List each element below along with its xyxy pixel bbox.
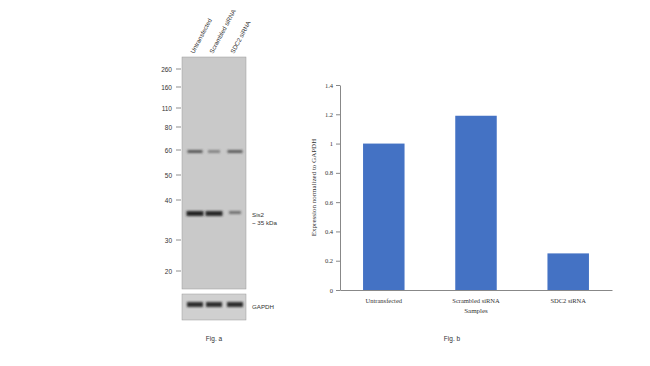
tick-label: 0.2 bbox=[325, 257, 333, 264]
band bbox=[227, 302, 243, 307]
axis-line bbox=[340, 86, 341, 291]
y-axis-title: Expression normalized to GAPDH bbox=[310, 139, 318, 236]
marker-label: 60 bbox=[165, 147, 173, 154]
band bbox=[187, 302, 203, 307]
tick-label: 1.2 bbox=[325, 111, 333, 118]
marker-label: 30 bbox=[165, 237, 173, 244]
bar bbox=[547, 253, 588, 290]
bar-chart: 0 0.2 0.4 0.6 0.8 1 1.2 1.4 Untransfected Scrambl… bbox=[310, 82, 613, 343]
bar bbox=[363, 144, 404, 290]
tick: 0.8 bbox=[325, 169, 340, 176]
x-axis-title: Samples bbox=[464, 307, 488, 315]
band bbox=[187, 211, 204, 216]
loading-control-label: GAPDH bbox=[252, 303, 274, 310]
marker-label: 260 bbox=[161, 66, 172, 73]
marker-tick bbox=[176, 200, 181, 201]
axis-line bbox=[341, 290, 613, 291]
tick-label: SDC2 siRNA bbox=[550, 297, 586, 304]
tick: 1.4 bbox=[325, 82, 340, 89]
tick: 0 bbox=[330, 287, 340, 294]
band bbox=[208, 150, 220, 153]
marker-tick bbox=[176, 150, 181, 151]
marker-label: 80 bbox=[165, 124, 173, 131]
marker-label: 20 bbox=[165, 268, 173, 275]
marker-label: 160 bbox=[161, 84, 172, 91]
band bbox=[206, 211, 223, 216]
tick: 1.2 bbox=[325, 111, 340, 118]
marker-tick bbox=[176, 271, 181, 272]
tick: SDC2 siRNA bbox=[550, 290, 586, 304]
tick-label: 1 bbox=[330, 140, 333, 147]
band bbox=[228, 150, 243, 153]
lane-label: SDC2 siRNA bbox=[229, 19, 252, 55]
band bbox=[206, 302, 222, 307]
tick-label: Untransfected bbox=[366, 297, 403, 304]
band bbox=[188, 150, 203, 153]
marker-label: 50 bbox=[165, 172, 173, 179]
tick-label: 0 bbox=[330, 287, 333, 294]
x-axis: Untransfected Scrambled siRNA SDC2 siRNA bbox=[341, 290, 613, 304]
tick-label: 0.8 bbox=[325, 169, 333, 176]
caption: Fig. a bbox=[206, 335, 223, 343]
marker-tick bbox=[176, 69, 181, 70]
tick: Scrambled siRNA bbox=[452, 290, 500, 304]
tick: 1 bbox=[330, 140, 340, 147]
tick-mark bbox=[336, 202, 340, 203]
band bbox=[229, 211, 241, 214]
marker-tick bbox=[176, 127, 181, 128]
tick-mark bbox=[336, 261, 340, 262]
tick-label: 1.4 bbox=[325, 82, 334, 89]
marker-label: 110 bbox=[162, 105, 173, 112]
tick-label: 0.4 bbox=[325, 228, 334, 235]
tick-label: 0.6 bbox=[325, 199, 334, 206]
gel bbox=[182, 294, 246, 320]
tick: 0.2 bbox=[325, 257, 340, 264]
tick-mark bbox=[336, 173, 340, 174]
band-label: ~ 35 kDa bbox=[252, 219, 277, 226]
tick: 0.6 bbox=[325, 199, 340, 206]
tick-mark bbox=[336, 85, 340, 86]
marker-tick bbox=[176, 87, 181, 88]
tick-label: Scrambled siRNA bbox=[452, 297, 500, 304]
blot-panel: 260160110806050403020UntransfectedScramb… bbox=[161, 7, 277, 343]
marker-tick bbox=[176, 108, 181, 109]
tick-mark bbox=[336, 290, 340, 291]
figure: 260 160 110 80 60 50 40 30 20 Untransfected Scramb… bbox=[0, 0, 650, 366]
y-axis: 0 0.2 0.4 0.6 0.8 1 1.2 1.4 bbox=[325, 82, 341, 294]
marker-tick bbox=[176, 240, 181, 241]
bar bbox=[455, 116, 496, 290]
tick-mark bbox=[336, 144, 340, 145]
gel bbox=[182, 57, 246, 289]
marker-label: 40 bbox=[165, 197, 173, 204]
marker-tick bbox=[176, 175, 181, 176]
caption: Fig. b bbox=[444, 335, 461, 343]
bars bbox=[363, 116, 589, 290]
tick-mark bbox=[336, 231, 340, 232]
tick-mark bbox=[336, 114, 340, 115]
tick: Untransfected bbox=[366, 290, 403, 304]
band-label: Sis2 bbox=[252, 211, 265, 218]
tick: 0.4 bbox=[325, 228, 340, 235]
